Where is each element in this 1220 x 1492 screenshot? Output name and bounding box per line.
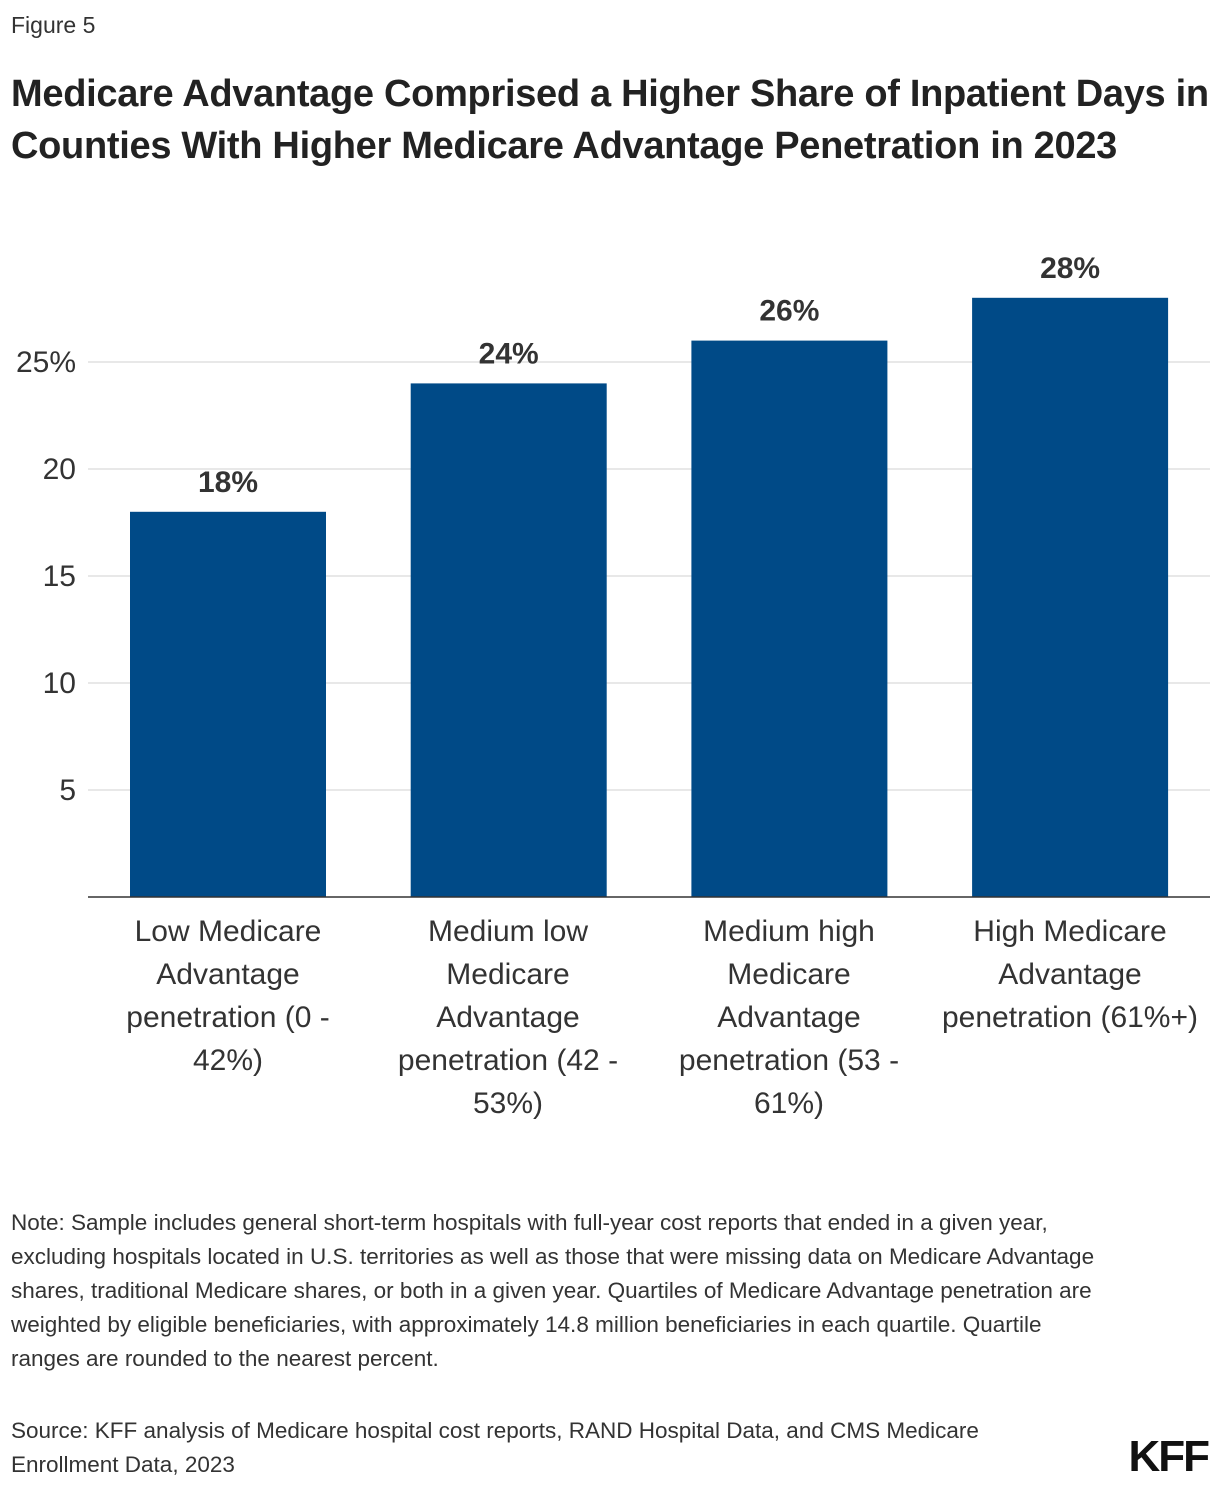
category-label: Medium high Medicare Advantage penetrati… (678, 915, 900, 1120)
y-tick-label: 20 (43, 453, 76, 486)
figure-label: Figure 5 (11, 12, 96, 38)
data-label: 26% (759, 295, 819, 328)
data-label: 28% (1040, 252, 1100, 285)
kff-logo: KFF (1128, 1432, 1210, 1481)
y-tick-label: 10 (43, 667, 76, 700)
data-label: 24% (479, 337, 539, 370)
bar (691, 340, 888, 898)
category-label: High Medicare Advantage penetration (61%… (942, 915, 1198, 1034)
y-tick-label: 15 (43, 560, 76, 593)
y-tick-label: 5 (59, 774, 76, 807)
bar (410, 383, 607, 897)
bar-chart: 5 10 15 20 25% 18% 24% 26% 28% (16, 252, 1210, 898)
y-tick-label: 25% (16, 346, 76, 379)
chart-note: Note: Sample includes general short-term… (11, 1210, 1095, 1371)
chart-source: Source: KFF analysis of Medicare hospita… (11, 1418, 979, 1477)
bar (130, 511, 326, 897)
category-label: Low Medicare Advantage penetration (0 - … (126, 915, 330, 1077)
chart-title: Medicare Advantage Comprised a Higher Sh… (11, 73, 1209, 167)
category-label: Medium low Medicare Advantage penetratio… (397, 915, 619, 1120)
data-label: 18% (198, 466, 258, 499)
bar (972, 297, 1169, 897)
